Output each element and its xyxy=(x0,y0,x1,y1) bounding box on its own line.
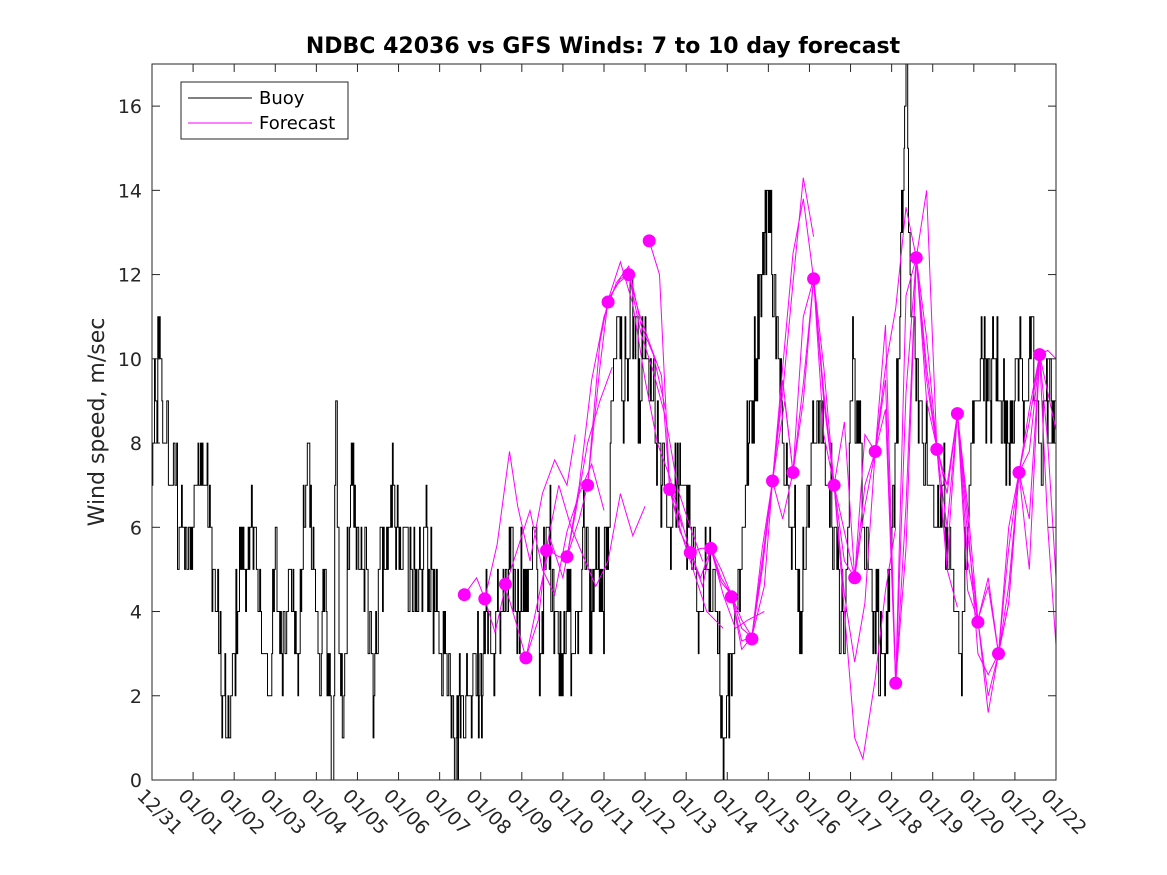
forecast-marker xyxy=(704,541,718,555)
forecast-line xyxy=(751,278,856,637)
x-tick-label: 01/01 xyxy=(174,785,228,839)
legend-box xyxy=(180,81,349,140)
forecast-marker xyxy=(971,615,985,629)
forecast-line xyxy=(792,278,897,761)
forecast-marker xyxy=(498,577,512,591)
x-tick-label: 01/10 xyxy=(543,785,597,839)
x-tick-label: 01/14 xyxy=(708,785,762,839)
x-tick-label: 01/12 xyxy=(626,785,680,839)
forecast-line xyxy=(669,480,773,642)
x-tick-label: 01/19 xyxy=(913,785,967,839)
x-tick-label: 01/15 xyxy=(749,785,803,839)
forecast-line xyxy=(813,207,917,578)
forecast-marker xyxy=(992,647,1005,661)
x-tick-label: 01/05 xyxy=(338,785,392,839)
x-tick-label: 01/22 xyxy=(1036,785,1090,839)
forecast-marker xyxy=(786,466,800,479)
x-tick-label: 01/06 xyxy=(379,785,433,839)
x-tick-label: 01/18 xyxy=(872,785,926,839)
forecast-marker xyxy=(909,251,923,265)
forecast-line xyxy=(525,485,646,659)
legend-label-forecast: Forecast xyxy=(259,113,335,134)
forecast-line xyxy=(895,257,999,684)
y-tick-label: 8 xyxy=(130,433,142,455)
forecast-line xyxy=(915,257,1020,696)
forecast-marker-layer xyxy=(457,234,1047,690)
x-tick-label: 01/07 xyxy=(420,785,474,839)
forecast-line xyxy=(956,354,1057,654)
forecast-marker xyxy=(457,588,471,602)
plot-background xyxy=(152,64,1056,780)
legend: Buoy Forecast xyxy=(180,81,349,140)
buoy-line xyxy=(152,63,1056,781)
chart-title: NDBC 42036 vs GFS Winds: 7 to 10 day for… xyxy=(306,34,901,59)
x-tick-label: 01/03 xyxy=(256,785,310,839)
x-tick-label: 01/04 xyxy=(297,785,351,839)
forecast-line xyxy=(689,400,794,639)
x-tick-label: 01/17 xyxy=(831,785,885,839)
forecast-marker xyxy=(889,676,903,690)
x-tick-label: 01/20 xyxy=(954,785,1008,839)
y-tick-label: 0 xyxy=(130,770,142,792)
forecast-marker xyxy=(663,482,677,496)
forecast-marker xyxy=(827,478,841,492)
y-tick-label: 10 xyxy=(118,349,142,371)
y-tick-label: 16 xyxy=(118,96,142,118)
buoy-layer xyxy=(152,63,1056,781)
y-tick-label: 14 xyxy=(118,180,142,202)
forecast-marker xyxy=(540,544,553,557)
y-tick-label: 6 xyxy=(130,517,142,539)
forecast-marker xyxy=(1033,348,1047,362)
forecast-line xyxy=(463,434,576,601)
forecast-marker xyxy=(745,632,759,646)
forecast-marker xyxy=(930,442,944,456)
forecast-line xyxy=(710,177,815,638)
forecast-marker xyxy=(560,550,574,564)
forecast-line xyxy=(998,354,1057,654)
forecast-line xyxy=(874,257,979,684)
forecast-line xyxy=(648,240,765,630)
y-tick-label: 12 xyxy=(118,265,142,287)
y-tick-label: 4 xyxy=(130,602,142,624)
y-axis-label: Wind speed, m/sec xyxy=(85,318,110,527)
forecast-marker xyxy=(724,590,738,604)
forecast-marker xyxy=(950,407,964,421)
forecast-marker xyxy=(601,295,615,309)
forecast-marker xyxy=(1012,466,1026,479)
forecast-marker xyxy=(622,268,636,282)
forecast-marker xyxy=(519,651,533,665)
forecast-marker xyxy=(642,234,656,248)
x-tick-label: 01/08 xyxy=(461,785,515,839)
forecast-marker xyxy=(766,474,779,488)
x-tick-label: 01/21 xyxy=(995,785,1049,839)
forecast-marker xyxy=(868,445,882,458)
forecast-line xyxy=(566,260,683,557)
x-tick-label: 12/31 xyxy=(132,785,186,839)
forecast-marker xyxy=(478,592,492,606)
x-tick-label: 01/16 xyxy=(790,785,844,839)
y-tick-label: 2 xyxy=(130,686,142,708)
x-tick-label: 01/11 xyxy=(584,785,638,839)
x-tick-label: 01/02 xyxy=(215,785,269,839)
forecast-marker xyxy=(683,546,697,560)
x-tick-label: 01/09 xyxy=(502,785,556,839)
legend-label-buoy: Buoy xyxy=(259,88,305,109)
forecast-line xyxy=(833,190,938,684)
forecast-line xyxy=(587,273,704,562)
x-tick-label: 01/13 xyxy=(667,785,721,839)
plot-area xyxy=(151,63,1057,781)
forecast-marker xyxy=(581,478,595,492)
y-axis: 0 2 4 6 8 10 12 14 16 xyxy=(118,96,1056,792)
forecast-line xyxy=(772,278,876,663)
forecast-marker xyxy=(807,272,821,286)
forecast-marker xyxy=(848,571,862,585)
forecast-line xyxy=(936,354,1041,713)
